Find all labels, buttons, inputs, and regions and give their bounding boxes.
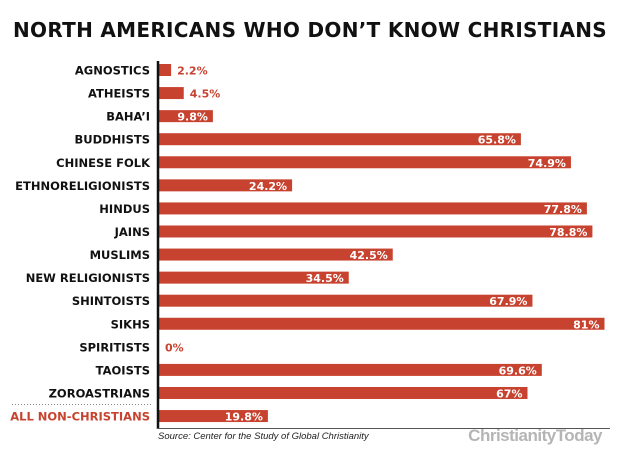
category-label: TAOISTS (96, 363, 150, 377)
bar (159, 248, 393, 261)
bar (159, 64, 172, 76)
category-label: ALL NON-CHRISTIANS (10, 410, 150, 424)
data-label: 2.2% (177, 65, 208, 78)
bar (159, 87, 184, 100)
category-label: SHINTOISTS (72, 294, 150, 308)
data-label: 65.8% (478, 134, 516, 147)
category-label: HINDUS (99, 202, 150, 216)
bar (159, 410, 268, 423)
category-label: BAHA’I (106, 110, 150, 124)
data-label: 4.5% (190, 88, 221, 101)
category-label: ATHEISTS (88, 87, 150, 101)
data-label: 34.5% (306, 272, 344, 285)
category-label: ETHNORELIGIONISTS (15, 179, 150, 193)
data-label: 24.2% (249, 180, 287, 193)
source-note: Source: Center for the Study of Global C… (158, 431, 369, 442)
bar (159, 363, 542, 376)
bar (159, 179, 293, 192)
category-label: AGNOSTICS (75, 64, 150, 78)
bar (159, 156, 571, 169)
category-label: SPIRITISTS (79, 340, 150, 354)
christianity-today-logo: ChristianityToday (468, 426, 602, 445)
category-label: MUSLIMS (90, 248, 150, 262)
data-label: 0% (165, 341, 184, 354)
data-label: 69.6% (499, 364, 537, 377)
bar (159, 133, 521, 146)
category-label: BUDDHISTS (74, 133, 150, 147)
data-label: 67% (496, 387, 522, 400)
data-label: 78.8% (549, 226, 587, 239)
data-label: 9.8% (177, 111, 208, 124)
bar (159, 294, 533, 307)
chart-title: NORTH AMERICANS WHO DON’T KNOW CHRISTIAN… (13, 18, 607, 42)
category-label: JAINS (114, 225, 150, 239)
data-label: 67.9% (489, 295, 527, 308)
bar (159, 386, 528, 399)
bar (159, 225, 593, 238)
bar (159, 110, 213, 123)
data-label: 42.5% (350, 249, 388, 262)
data-label: 77.8% (544, 203, 582, 216)
bar (159, 317, 605, 330)
data-label: 74.9% (528, 157, 566, 170)
bar (159, 271, 349, 284)
category-label: CHINESE FOLK (56, 156, 151, 170)
bar (159, 202, 587, 215)
category-label: SIKHS (111, 317, 150, 331)
data-label: 19.8% (225, 411, 263, 424)
category-label: ZOROASTRIANS (49, 386, 150, 400)
category-label: NEW RELIGIONISTS (26, 271, 150, 285)
data-label: 81% (573, 318, 599, 331)
